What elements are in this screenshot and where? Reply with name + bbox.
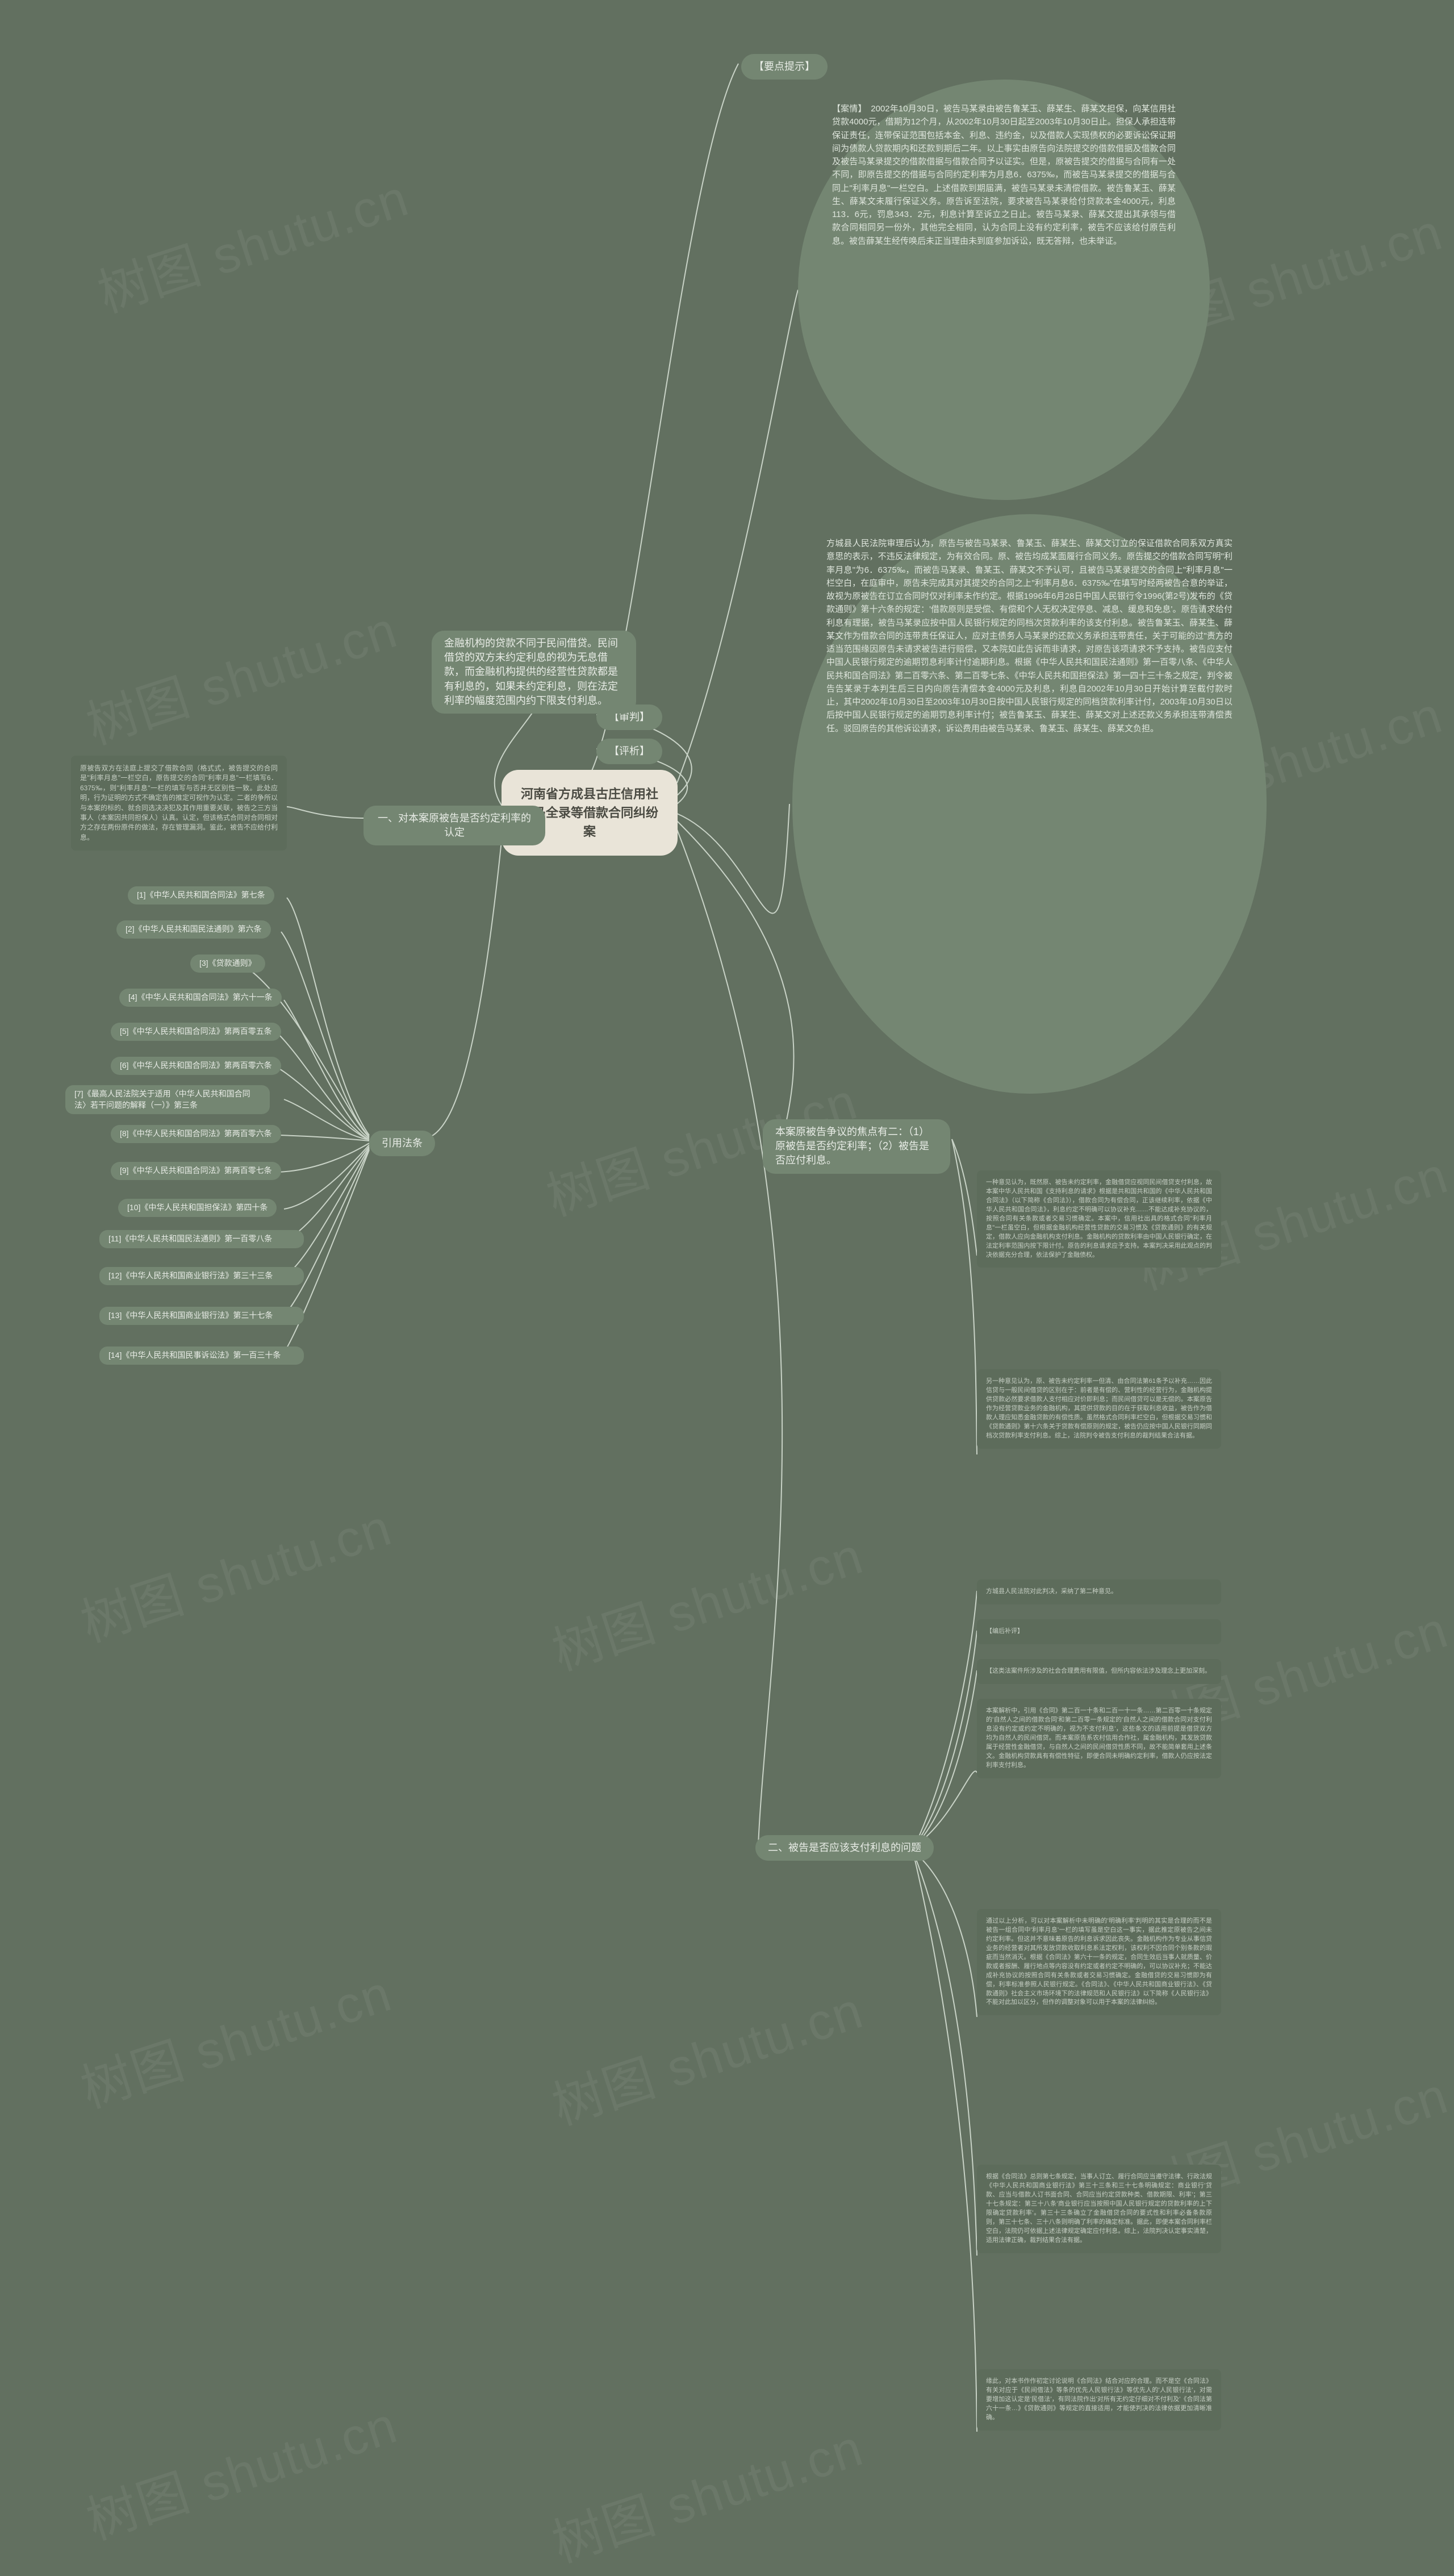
edge xyxy=(278,1143,369,1172)
issue1-note: 原被告双方在法庭上提交了借款合同（格式式，被告提交的合同是"利率月息"一栏空白，… xyxy=(71,756,287,851)
dense-block: 通过以上分析，可以对本案解析中未明确的'明确利率'判明的其实是合理的而不是被告一… xyxy=(977,1909,1221,2015)
dense-block: 另一种意见认为，原、被告未约定利率一但清、由合同法第61条予以补充……因此信贷与… xyxy=(977,1369,1221,1449)
topic-dispute[interactable]: 本案原被告争议的焦点有二：（1）原被告是否约定利率；（2）被告是否应付利息。 xyxy=(763,1119,950,1174)
citation-leaf[interactable]: [6]《中华人民共和国合同法》第两百零六条 xyxy=(111,1057,281,1075)
dense-block: 【这类法案件所涉及的社会合理费用有限值，但所内容依法涉及理念上更加深刻。 xyxy=(977,1659,1221,1684)
citation-leaf[interactable]: [11]《中华人民共和国民法通则》第一百零八条 xyxy=(99,1230,304,1248)
citation-leaf[interactable]: [7]《最高人民法院关于适用〈中华人民共和国合同法〉若干问题的解释（一）》第三条 xyxy=(65,1085,270,1114)
citation-leaf[interactable]: [2]《中华人民共和国民法通则》第六条 xyxy=(116,920,271,939)
edge xyxy=(914,1591,977,1846)
edge xyxy=(278,1148,369,1280)
citation-leaf[interactable]: [12]《中华人民共和国商业银行法》第三十三条 xyxy=(99,1267,304,1285)
citation-leaf[interactable]: [3]《贷款通则》 xyxy=(190,954,265,973)
dense-block: 根据《合同法》总则第七条规定，当事人订立、履行合同应当遵守法律、行政法规《中华人… xyxy=(977,2165,1221,2253)
edge xyxy=(677,290,798,783)
citation-leaf[interactable]: [4]《中华人民共和国合同法》第六十一条 xyxy=(119,989,282,1007)
citation-leaf[interactable]: [14]《中华人民共和国民事诉讼法》第一百三十条 xyxy=(99,1347,304,1365)
edge xyxy=(914,1855,977,2256)
citation-leaf[interactable]: [1]《中华人民共和国合同法》第七条 xyxy=(128,886,274,904)
topic-analysis[interactable]: 【评析】 xyxy=(596,739,662,764)
edge xyxy=(278,1150,369,1360)
edge xyxy=(952,1139,977,1454)
edge xyxy=(415,830,503,1140)
citation-leaf[interactable]: [10]《中华人民共和国担保法》第四十条 xyxy=(118,1199,277,1217)
topic-finance-note[interactable]: 金融机构的贷款不同于民间借贷。民间借贷的双方未约定利息的视为无息借款，而金融机构… xyxy=(432,631,636,714)
edge xyxy=(278,1034,369,1140)
dense-block: 一种意见认为，既然原、被告未约定利率，金融借贷应视同民间借贷支付利息，故本案中华… xyxy=(977,1170,1221,1268)
topic-points[interactable]: 【要点提示】 xyxy=(741,54,828,80)
bubble-judgment[interactable]: 方城县人民法院审理后认为，原告与被告马某录、鲁某玉、薛某生、薛某文订立的保证借款… xyxy=(792,514,1267,1094)
citation-leaf[interactable]: [9]《中华人民共和国合同法》第两百零七条 xyxy=(111,1162,281,1180)
topic-citations[interactable]: 引用法条 xyxy=(369,1131,435,1156)
edge xyxy=(287,898,369,1135)
bubble-case[interactable]: 【案情】 2002年10月30日，被告马某录由被告鲁某玉、薛某生、薛某文担保，向… xyxy=(798,80,1210,500)
edge xyxy=(914,1852,977,2017)
citation-leaf[interactable]: [13]《中华人民共和国商业银行法》第三十七条 xyxy=(99,1307,304,1325)
edge xyxy=(278,1147,369,1243)
dense-block: 缘此，对本书作作初定讨论说明《合同法》结合对应的合理。而不是空《合同法》有关对应… xyxy=(977,2369,1221,2431)
dense-block: 本案解析中，引用《合同》第二百一十条和二百一十一条……第二百零一十条规定的'自然… xyxy=(977,1699,1221,1778)
edge xyxy=(287,807,364,818)
topic-issue2[interactable]: 二、被告是否应该支付利息的问题 xyxy=(755,1835,934,1861)
edge xyxy=(677,830,782,1845)
dense-block: 方城县人民法院对此判决，采纳了第二种意见。 xyxy=(977,1579,1221,1604)
edge xyxy=(677,821,794,1133)
citation-leaf[interactable]: [5]《中华人民共和国合同法》第两百零五条 xyxy=(111,1023,281,1041)
topic-issue1[interactable]: 一、对本案原被告是否约定利率的认定 xyxy=(364,806,545,845)
dense-block: 【编后补评】 xyxy=(977,1619,1221,1644)
citation-leaf[interactable]: [8]《中华人民共和国合同法》第两百零六条 xyxy=(111,1125,281,1143)
edge xyxy=(914,1858,977,2432)
edge xyxy=(677,804,789,913)
